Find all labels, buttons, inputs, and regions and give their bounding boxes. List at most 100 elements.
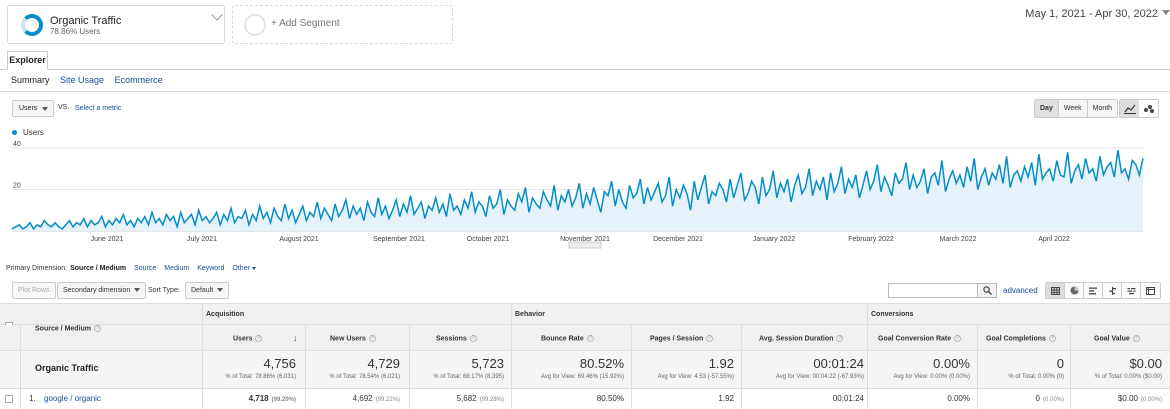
total-sessions-sub: % of Total: 68.17% (8,395): [433, 374, 504, 380]
segment-card-organic-traffic[interactable]: Organic Traffic 78.86% Users: [7, 5, 225, 44]
column-goal-value-label: Goal Value: [1094, 335, 1130, 343]
vs-label: VS.: [58, 104, 70, 111]
table-row: 1. google / organic 4,718 (99.20%) 4,692(…: [0, 389, 1170, 409]
column-goal-conversion-rate-label: Goal Conversion Rate: [878, 335, 952, 343]
subnav-site-usage[interactable]: Site Usage: [60, 75, 105, 85]
pivot-icon[interactable]: [1141, 283, 1160, 298]
column-sessions-label: Sessions: [436, 335, 467, 343]
column-users[interactable]: Users?: [233, 335, 263, 342]
bar-chart-icon[interactable]: [1084, 283, 1103, 298]
cell-goal-conversion-rate: 0.00%: [947, 394, 970, 403]
cell-new-users: 4,692 (99.22%): [353, 394, 400, 403]
help-icon[interactable]: ?: [469, 335, 477, 342]
cell-new-users-value: 4,692: [352, 394, 373, 403]
column-source-medium[interactable]: Source / Medium?: [35, 325, 102, 332]
column-bounce-rate-label: Bounce Rate: [541, 335, 584, 343]
dimension-link-source[interactable]: Source: [134, 265, 157, 272]
chart-legend: Users: [12, 128, 44, 137]
x-tick-label: September 2021: [373, 236, 425, 243]
secondary-dimension-select[interactable]: Secondary dimension: [57, 282, 147, 299]
cell-users-value: 4,718: [248, 394, 269, 403]
help-icon[interactable]: ?: [255, 335, 263, 342]
help-icon[interactable]: ?: [954, 335, 962, 342]
column-divider: [867, 303, 868, 409]
help-icon[interactable]: ?: [1048, 335, 1056, 342]
cell-goal-value: $0.00 (0.00%): [1118, 394, 1162, 403]
column-pages-session[interactable]: Pages / Session?: [650, 335, 714, 342]
period-day-button[interactable]: Day: [1035, 100, 1059, 117]
row-checkbox[interactable]: [5, 395, 13, 403]
y-tick-label: 20: [13, 183, 21, 190]
column-bounce-rate[interactable]: Bounce Rate?: [541, 335, 594, 342]
date-range-picker[interactable]: May 1, 2021 - Apr 30, 2022: [1025, 8, 1158, 20]
subnav-ecommerce[interactable]: Ecommerce: [114, 75, 163, 85]
help-icon[interactable]: ?: [94, 325, 102, 332]
column-new-users[interactable]: New Users?: [330, 335, 376, 342]
column-divider: [202, 303, 203, 409]
dropdown-arrow-icon: [42, 107, 48, 111]
table-view-icon[interactable]: [1046, 283, 1065, 298]
tab-explorer[interactable]: Explorer: [7, 51, 48, 70]
total-bounce-rate: 80.52%: [579, 356, 624, 371]
chart-type-toggle: [1119, 99, 1159, 118]
chevron-down-icon[interactable]: [211, 9, 223, 21]
help-icon[interactable]: ?: [706, 335, 714, 342]
x-tick-label: February 2022: [848, 236, 894, 243]
line-chart-icon[interactable]: [1120, 100, 1139, 117]
dimension-other-label: Other: [232, 265, 250, 272]
dimension-link-medium[interactable]: Medium: [164, 265, 190, 272]
cell-bounce-rate: 80.50%: [596, 394, 624, 403]
comparison-icon[interactable]: [1103, 283, 1122, 298]
column-goal-completions[interactable]: Goal Completions?: [986, 335, 1056, 342]
empty-segment-ring-icon: [244, 14, 266, 36]
help-icon[interactable]: ?: [586, 335, 594, 342]
table-search-input[interactable]: [888, 283, 978, 298]
cell-users-pct: (99.20%): [271, 397, 296, 403]
divider: [0, 91, 1170, 92]
total-goal-completions: 0: [1056, 356, 1064, 371]
dimension-link-keyword[interactable]: Keyword: [197, 265, 225, 272]
column-divider: [511, 303, 512, 409]
metric-select[interactable]: Users: [12, 100, 54, 117]
column-sessions[interactable]: Sessions?: [436, 335, 477, 342]
search-button[interactable]: [978, 283, 997, 298]
column-goal-conversion-rate[interactable]: Goal Conversion Rate?: [878, 335, 962, 343]
x-tick-label: July 2021: [187, 236, 217, 243]
row-source-medium-link[interactable]: google / organic: [44, 394, 101, 403]
help-icon[interactable]: ?: [1132, 335, 1140, 342]
subnav-summary[interactable]: Summary: [11, 75, 50, 85]
totals-label: Organic Traffic: [35, 363, 99, 373]
primary-dimension-active: Source / Medium: [70, 265, 127, 272]
x-tick-label: October 2021: [467, 236, 510, 243]
add-segment-label: + Add Segment: [271, 18, 340, 29]
total-goal-completions-sub: % of Total: 0.00% (0): [1008, 374, 1064, 380]
dimension-link-other[interactable]: Other: [232, 265, 256, 272]
column-goal-value[interactable]: Goal Value?: [1094, 335, 1140, 342]
sort-type-select[interactable]: Default: [185, 282, 230, 299]
x-tick-label: August 2021: [279, 236, 318, 243]
chevron-down-icon[interactable]: [1162, 10, 1170, 15]
cell-goal-completions: 0 (0.00%): [1036, 394, 1064, 403]
plot-rows-button[interactable]: Plot Rows: [12, 282, 56, 299]
period-week-button[interactable]: Week: [1059, 100, 1088, 117]
search-icon: [982, 286, 992, 295]
table-view-toggle: [1045, 282, 1161, 299]
advanced-filter-link[interactable]: advanced: [1003, 286, 1038, 295]
help-icon[interactable]: ?: [836, 335, 844, 342]
pie-chart-icon[interactable]: [1065, 283, 1084, 298]
total-users-sub: % of Total: 78.86% (6,031): [225, 374, 296, 380]
motion-chart-icon[interactable]: [1139, 100, 1158, 117]
add-segment-button[interactable]: + Add Segment: [232, 5, 453, 44]
period-month-button[interactable]: Month: [1092, 105, 1113, 112]
select-metric-link[interactable]: Select a metric: [75, 105, 122, 112]
cell-pages-session: 1.92: [718, 394, 734, 403]
term-cloud-icon[interactable]: [1122, 283, 1141, 298]
dropdown-arrow-icon: [217, 288, 224, 293]
x-tick-label: December 2021: [653, 236, 703, 243]
total-users: 4,756: [263, 356, 296, 371]
column-avg-session-duration[interactable]: Avg. Session Duration?: [759, 335, 844, 342]
help-icon[interactable]: ?: [368, 335, 376, 342]
cell-avg-session-duration: 00:01:24: [832, 394, 864, 403]
chart-resize-handle[interactable]: [568, 241, 602, 249]
y-tick-label: 40: [13, 141, 21, 148]
